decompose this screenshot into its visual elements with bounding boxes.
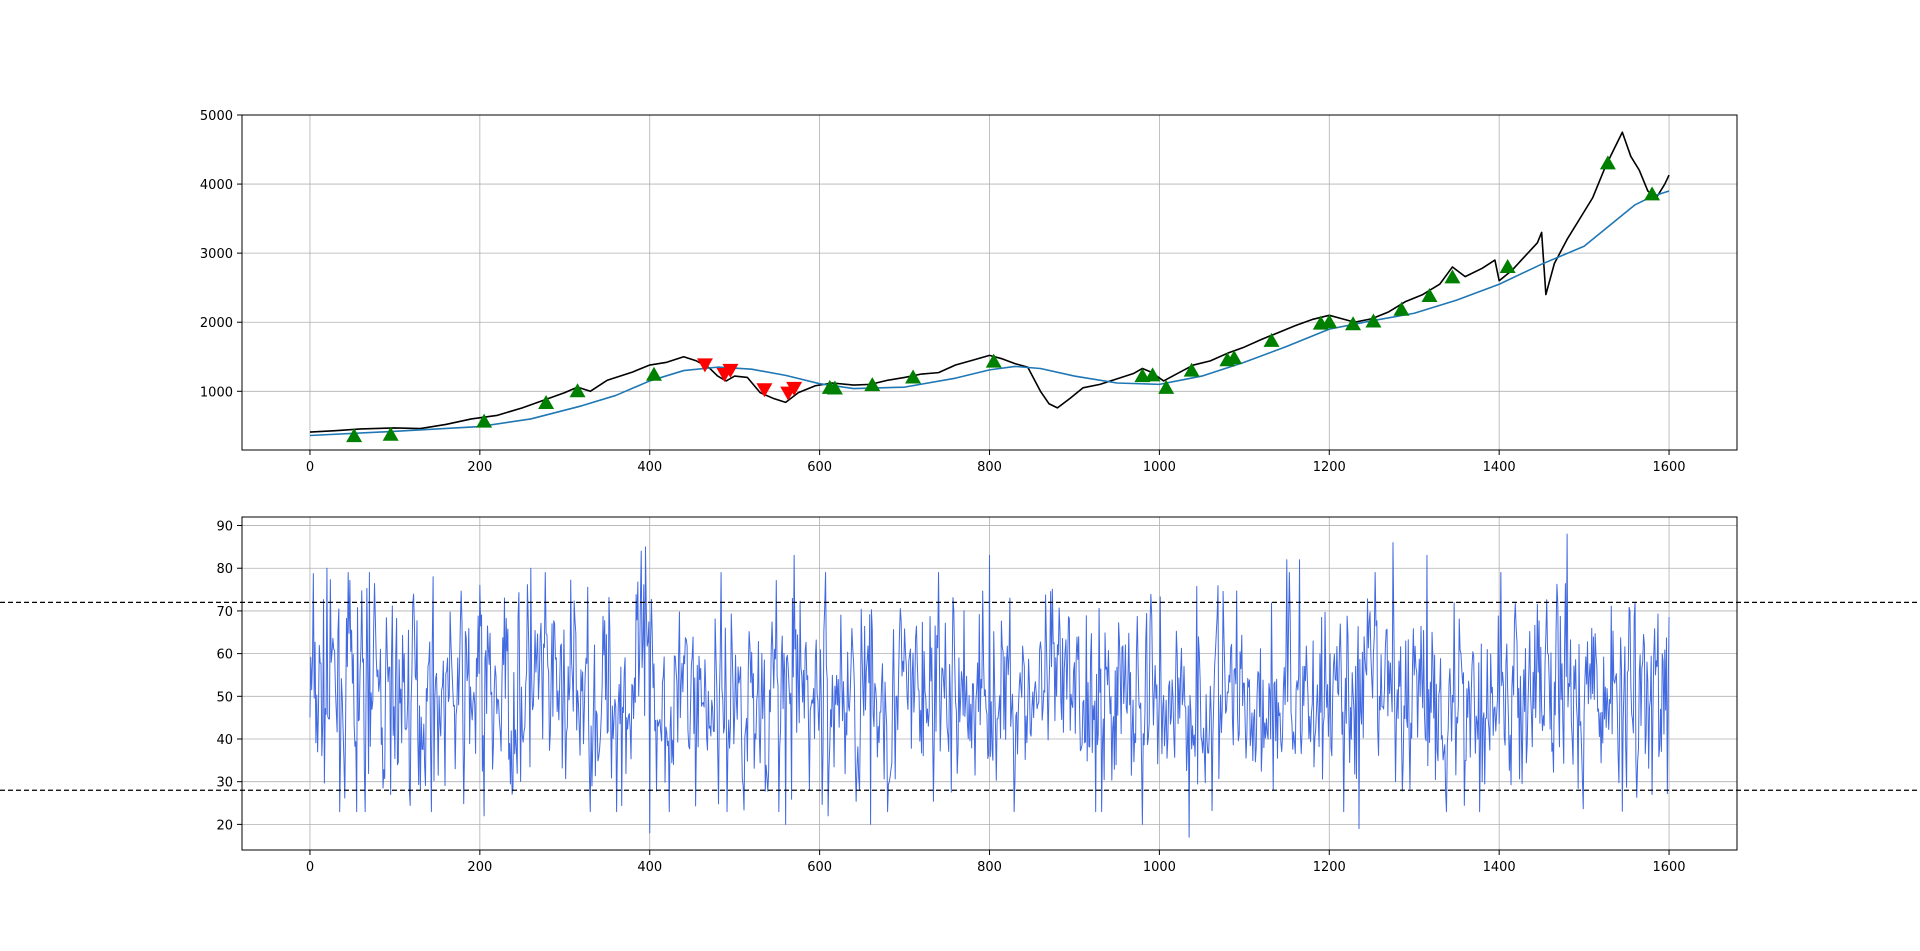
moving-average-series-line — [309, 190, 1670, 437]
buy-signal-marker — [985, 353, 1002, 368]
oscillator-chart-panel: 0 200 400 600 800 1000 1200 1400 1600 20 30 40 50 60 7… — [0, 516, 1920, 875]
x-tick-label: 800 — [977, 860, 1002, 875]
x-tick-label: 200 — [467, 860, 492, 875]
y-tick-label: 60 — [216, 648, 233, 663]
buy-signal-marker — [1421, 287, 1438, 302]
sell-signal-marker — [756, 383, 773, 398]
x-tick-label: 200 — [467, 460, 492, 475]
sell-signal-marker — [696, 358, 713, 373]
y-tick-label: 90 — [216, 520, 233, 535]
buy-signal-marker — [1499, 258, 1516, 273]
plot-area — [309, 533, 1670, 838]
buy-signal-marker — [1158, 379, 1175, 394]
buy-signal-marker — [1393, 301, 1410, 316]
x-tick-label: 1600 — [1652, 460, 1685, 475]
buy-signal-marker — [1599, 155, 1616, 170]
x-tick-label: 1400 — [1483, 860, 1516, 875]
buy-signal-marker — [864, 377, 881, 392]
x-tick-label: 600 — [807, 460, 832, 475]
buy-signal-marker — [569, 383, 586, 398]
x-tick-label: 600 — [807, 860, 832, 875]
x-tick-label: 400 — [637, 460, 662, 475]
buy-signal-marker — [1345, 316, 1362, 331]
y-tick-label: 5000 — [200, 109, 233, 124]
buy-signal-marker — [1644, 186, 1661, 201]
x-tick-label: 1200 — [1313, 860, 1346, 875]
plot-area — [309, 131, 1670, 443]
buy-signal-marker — [1226, 350, 1243, 365]
x-tick-label: 1200 — [1313, 460, 1346, 475]
buy-signal-marker — [1321, 314, 1338, 329]
y-tick-label: 40 — [216, 733, 233, 748]
x-tick-label: 400 — [637, 860, 662, 875]
buy-signal-marker — [476, 413, 493, 428]
buy-signal-marker — [905, 369, 922, 384]
x-tick-label: 1000 — [1143, 460, 1176, 475]
oscillator-series-line — [309, 533, 1670, 838]
buy-signal-marker — [1183, 362, 1200, 377]
y-tick-label: 20 — [216, 818, 233, 833]
price-series-line — [309, 131, 1670, 433]
price-chart-panel: 0 200 400 600 800 1000 1200 1400 1600 1000 2000 300… — [200, 109, 1738, 475]
buy-signal-marker — [382, 426, 399, 441]
y-tick-label: 70 — [216, 605, 233, 620]
sell-signal-marker — [722, 363, 739, 378]
x-tick-label: 0 — [306, 860, 314, 875]
y-tick-label: 2000 — [200, 316, 233, 331]
buy-signal-marker — [826, 380, 843, 395]
buy-signal-marker — [1144, 367, 1161, 382]
y-tick-label: 3000 — [200, 247, 233, 262]
x-tick-label: 0 — [306, 460, 314, 475]
buy-signal-marker — [346, 428, 363, 443]
y-tick-label: 1000 — [200, 385, 233, 400]
y-tick-label: 30 — [216, 776, 233, 791]
x-tick-label: 800 — [977, 460, 1002, 475]
y-tick-label: 50 — [216, 690, 233, 705]
buy-signal-marker — [538, 395, 555, 410]
y-tick-label: 4000 — [200, 178, 233, 193]
buy-signal-marker — [645, 366, 662, 381]
buy-signal-marker — [1365, 313, 1382, 328]
buy-signal-marker — [1263, 332, 1280, 347]
x-tick-label: 1600 — [1652, 860, 1685, 875]
x-tick-label: 1400 — [1483, 460, 1516, 475]
buy-signal-marker — [1444, 269, 1461, 284]
x-tick-label: 1000 — [1143, 860, 1176, 875]
y-tick-label: 80 — [216, 562, 233, 577]
sell-signal-marker — [786, 381, 803, 396]
